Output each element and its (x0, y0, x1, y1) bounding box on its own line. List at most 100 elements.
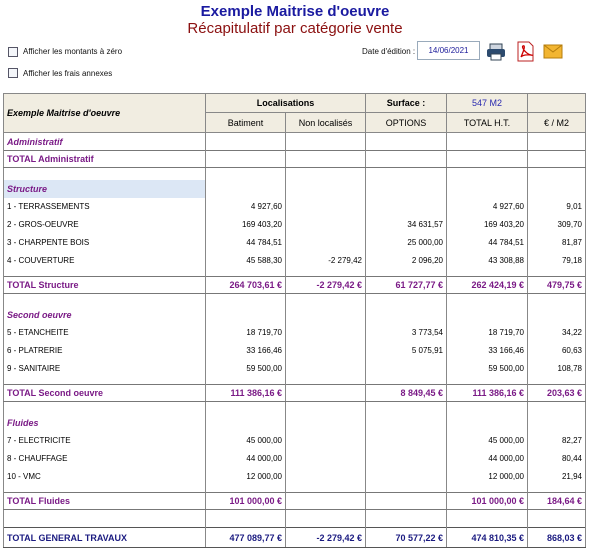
mail-icon[interactable] (543, 44, 563, 59)
cell (527, 401, 586, 414)
cell (446, 293, 528, 306)
cell (365, 485, 447, 493)
value-cell: 12 000,00 (205, 467, 286, 486)
cell (3, 377, 206, 385)
table-row (3, 509, 586, 528)
value-cell (285, 431, 366, 450)
table-row: Administratif (3, 132, 586, 151)
column-header: € / M2 (527, 112, 586, 133)
value-cell: 44 000,00 (446, 449, 528, 468)
value-cell: 34 631,57 (365, 215, 447, 234)
cell (446, 401, 528, 414)
table-row: 1 - TERRASSEMENTS 4 927,60 4 927,60 9,01 (3, 197, 586, 216)
value-cell: 5 075,91 (365, 341, 447, 360)
surface-label: Surface : (365, 93, 447, 113)
value-cell: 18 719,70 (446, 323, 528, 342)
table-row: TOTAL Second oeuvre 111 386,16 €8 849,45 … (3, 384, 586, 402)
value-cell: 81,87 (527, 233, 586, 252)
print-icon[interactable] (487, 43, 505, 61)
cell (365, 167, 447, 180)
table-row (3, 401, 586, 414)
total-label: TOTAL Structure (3, 276, 206, 294)
item-label: 2 - GROS-OEUVRE (3, 215, 206, 234)
cell (527, 132, 586, 151)
cell (205, 509, 286, 528)
cell (446, 413, 528, 432)
table-row: Structure (3, 179, 586, 198)
cell (285, 305, 366, 324)
cell (527, 167, 586, 180)
pdf-icon[interactable] (517, 41, 534, 62)
value-cell: 184,64 € (527, 492, 586, 510)
cell (446, 269, 528, 277)
value-cell: 45 000,00 (205, 431, 286, 450)
section-title: Administratif (3, 132, 206, 151)
value-cell: 111 386,16 € (205, 384, 286, 402)
cell (205, 413, 286, 432)
cell (285, 413, 366, 432)
value-cell: 45 000,00 (446, 431, 528, 450)
value-cell: 34,22 (527, 323, 586, 342)
cell (365, 132, 447, 151)
surface-value: 547 M2 (446, 93, 528, 113)
cell (446, 377, 528, 385)
value-cell: 70 577,22 € (365, 527, 447, 548)
option-label: Afficher les frais annexes (23, 69, 113, 78)
value-cell (365, 431, 447, 450)
cell (205, 377, 286, 385)
table-row (3, 167, 586, 180)
cell (205, 305, 286, 324)
value-cell: 203,63 € (527, 384, 586, 402)
value-cell: 111 386,16 € (446, 384, 528, 402)
value-cell: 45 588,30 (205, 251, 286, 270)
date-label: Date d'édition : (362, 47, 416, 56)
value-cell: 3 773,54 (365, 323, 447, 342)
cell (527, 413, 586, 432)
value-cell (285, 215, 366, 234)
column-header: OPTIONS (365, 112, 447, 133)
table-row: Fluides (3, 413, 586, 432)
cell (527, 179, 586, 198)
value-cell (285, 341, 366, 360)
table-row: TOTAL Structure 264 703,61 € -2 279,42 €61… (3, 276, 586, 294)
value-cell: 479,75 € (527, 276, 586, 294)
value-cell (285, 492, 366, 510)
cell (3, 269, 206, 277)
value-cell: 61 727,77 € (365, 276, 447, 294)
value-cell (365, 492, 447, 510)
cell (365, 305, 447, 324)
value-cell (205, 150, 286, 168)
option-label: Afficher les montants à zéro (23, 47, 123, 56)
value-cell (365, 359, 447, 378)
cell (205, 167, 286, 180)
value-cell (285, 323, 366, 342)
value-cell: -2 279,42 € (285, 276, 366, 294)
value-cell (285, 359, 366, 378)
value-cell: 21,94 (527, 467, 586, 486)
value-cell (285, 449, 366, 468)
cell (285, 269, 366, 277)
cell (205, 179, 286, 198)
toolbar-icons (487, 41, 563, 62)
table-row: 3 - CHARPENTE BOIS 44 784,51 25 000,00 44 7… (3, 233, 586, 252)
cell (365, 509, 447, 528)
cell (285, 401, 366, 414)
section-title: Fluides (3, 413, 206, 432)
value-cell: 8 849,45 € (365, 384, 447, 402)
date-input[interactable]: 14/06/2021 (417, 41, 480, 60)
column-header: TOTAL H.T. (446, 112, 528, 133)
corner-header: Exemple Maitrise d'oeuvre (3, 93, 206, 133)
value-cell: 868,03 € (527, 527, 586, 548)
cell (3, 167, 206, 180)
summary-table: Exemple Maitrise d'oeuvre Localisations … (3, 93, 586, 548)
value-cell: 25 000,00 (365, 233, 447, 252)
value-cell: 2 096,20 (365, 251, 447, 270)
cell (527, 377, 586, 385)
cell (3, 485, 206, 493)
column-header: Non localisés (285, 112, 366, 133)
table-row: TOTAL Fluides 101 000,00 €101 000,00 €184… (3, 492, 586, 510)
checkbox[interactable] (8, 47, 18, 57)
cell (285, 293, 366, 306)
checkbox[interactable] (8, 68, 18, 78)
